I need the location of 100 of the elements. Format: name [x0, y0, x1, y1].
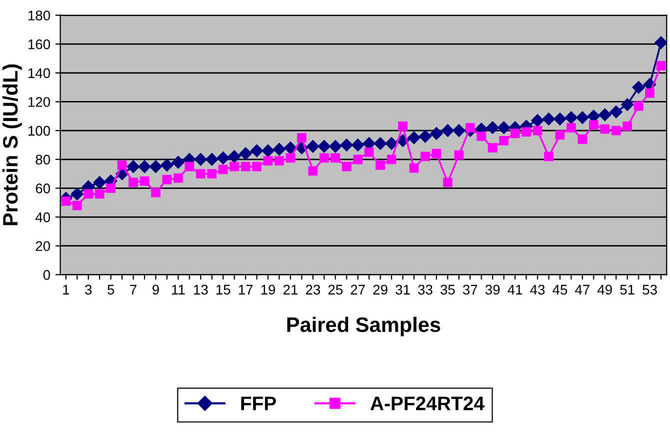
- point: [544, 152, 554, 162]
- point: [205, 152, 218, 166]
- point: [240, 162, 250, 172]
- point: [340, 138, 354, 152]
- point: [308, 166, 318, 176]
- point: [522, 127, 531, 137]
- point: [228, 150, 241, 163]
- point: [645, 88, 654, 98]
- point: [72, 200, 82, 210]
- point: [443, 178, 452, 188]
- x-tick-label: 21: [283, 284, 298, 294]
- x-tick-label: 9: [152, 284, 159, 295]
- point: [184, 162, 194, 172]
- x-tick-label: 5: [108, 284, 114, 295]
- x-tick-label: 35: [440, 284, 455, 295]
- point: [510, 128, 520, 138]
- x-tick-label: 27: [350, 284, 365, 294]
- point: [610, 105, 623, 118]
- point: [286, 153, 296, 163]
- point: [70, 188, 84, 200]
- point: [576, 111, 589, 124]
- x-tick-label: 51: [620, 284, 634, 295]
- point: [600, 124, 610, 134]
- point: [172, 156, 185, 169]
- point: [128, 178, 138, 188]
- point: [297, 133, 306, 142]
- x-axis-title: Paired Samples: [287, 316, 440, 336]
- point: [274, 156, 284, 166]
- point: [94, 189, 104, 199]
- point: [174, 173, 183, 183]
- point: [632, 80, 645, 94]
- point: [194, 152, 208, 166]
- legend-label: A-PF24RT24: [370, 396, 484, 410]
- point: [542, 112, 556, 126]
- point: [61, 196, 71, 206]
- point: [250, 144, 264, 158]
- point: [497, 121, 510, 134]
- point: [272, 142, 286, 156]
- y-tick-label: 180: [28, 10, 50, 20]
- point: [239, 147, 252, 160]
- point: [555, 130, 565, 140]
- point: [140, 176, 150, 186]
- x-tick-label: 33: [418, 284, 432, 295]
- y-tick-label: 140: [28, 68, 50, 78]
- point: [319, 153, 329, 163]
- point: [351, 138, 364, 152]
- x-tick-label: 25: [328, 284, 343, 295]
- point: [216, 152, 230, 164]
- point: [330, 153, 340, 163]
- point: [432, 148, 442, 158]
- point: [93, 176, 106, 189]
- point: [656, 61, 666, 70]
- y-tick-label: 120: [28, 97, 50, 107]
- point: [328, 140, 342, 153]
- point: [196, 169, 206, 178]
- point: [588, 120, 598, 130]
- x-tick-label: 19: [261, 284, 276, 295]
- point: [342, 162, 352, 172]
- x-tick-label: 11: [172, 284, 185, 294]
- x-tick-label: 41: [508, 284, 522, 294]
- x-tick-label: 53: [642, 284, 657, 295]
- point: [408, 131, 420, 144]
- point: [353, 154, 363, 164]
- point: [620, 98, 634, 112]
- x-tick-label: 3: [85, 284, 92, 295]
- point: [284, 141, 297, 154]
- point: [488, 143, 498, 153]
- point: [138, 160, 151, 173]
- point: [598, 108, 612, 122]
- point: [218, 164, 228, 174]
- point: [441, 124, 454, 137]
- point: [654, 36, 667, 50]
- point: [578, 134, 588, 144]
- point: [263, 156, 273, 166]
- x-tick-label: 23: [306, 284, 320, 295]
- point: [117, 160, 127, 170]
- point: [151, 188, 160, 198]
- point: [306, 140, 320, 153]
- point: [318, 140, 331, 153]
- point: [454, 150, 464, 160]
- y-tick-label: 60: [36, 184, 50, 194]
- x-tick-label: 39: [485, 284, 500, 295]
- y-tick-label: 40: [35, 212, 50, 222]
- y-tick-label: 20: [36, 241, 50, 252]
- y-tick-label: 0: [43, 270, 50, 280]
- y-axis-title: Protein S (IU/dL): [2, 64, 22, 226]
- point: [452, 124, 466, 137]
- point: [398, 122, 408, 131]
- point: [262, 144, 274, 158]
- point: [420, 152, 430, 162]
- x-tick-label: 17: [238, 284, 253, 294]
- point: [409, 163, 419, 173]
- y-tick-label: 160: [28, 39, 50, 50]
- point: [364, 147, 374, 157]
- point: [374, 137, 387, 150]
- x-tick-label: 43: [530, 284, 545, 295]
- point: [532, 126, 542, 136]
- point: [622, 122, 632, 131]
- y-tick-label: 80: [36, 154, 50, 165]
- point: [84, 189, 94, 199]
